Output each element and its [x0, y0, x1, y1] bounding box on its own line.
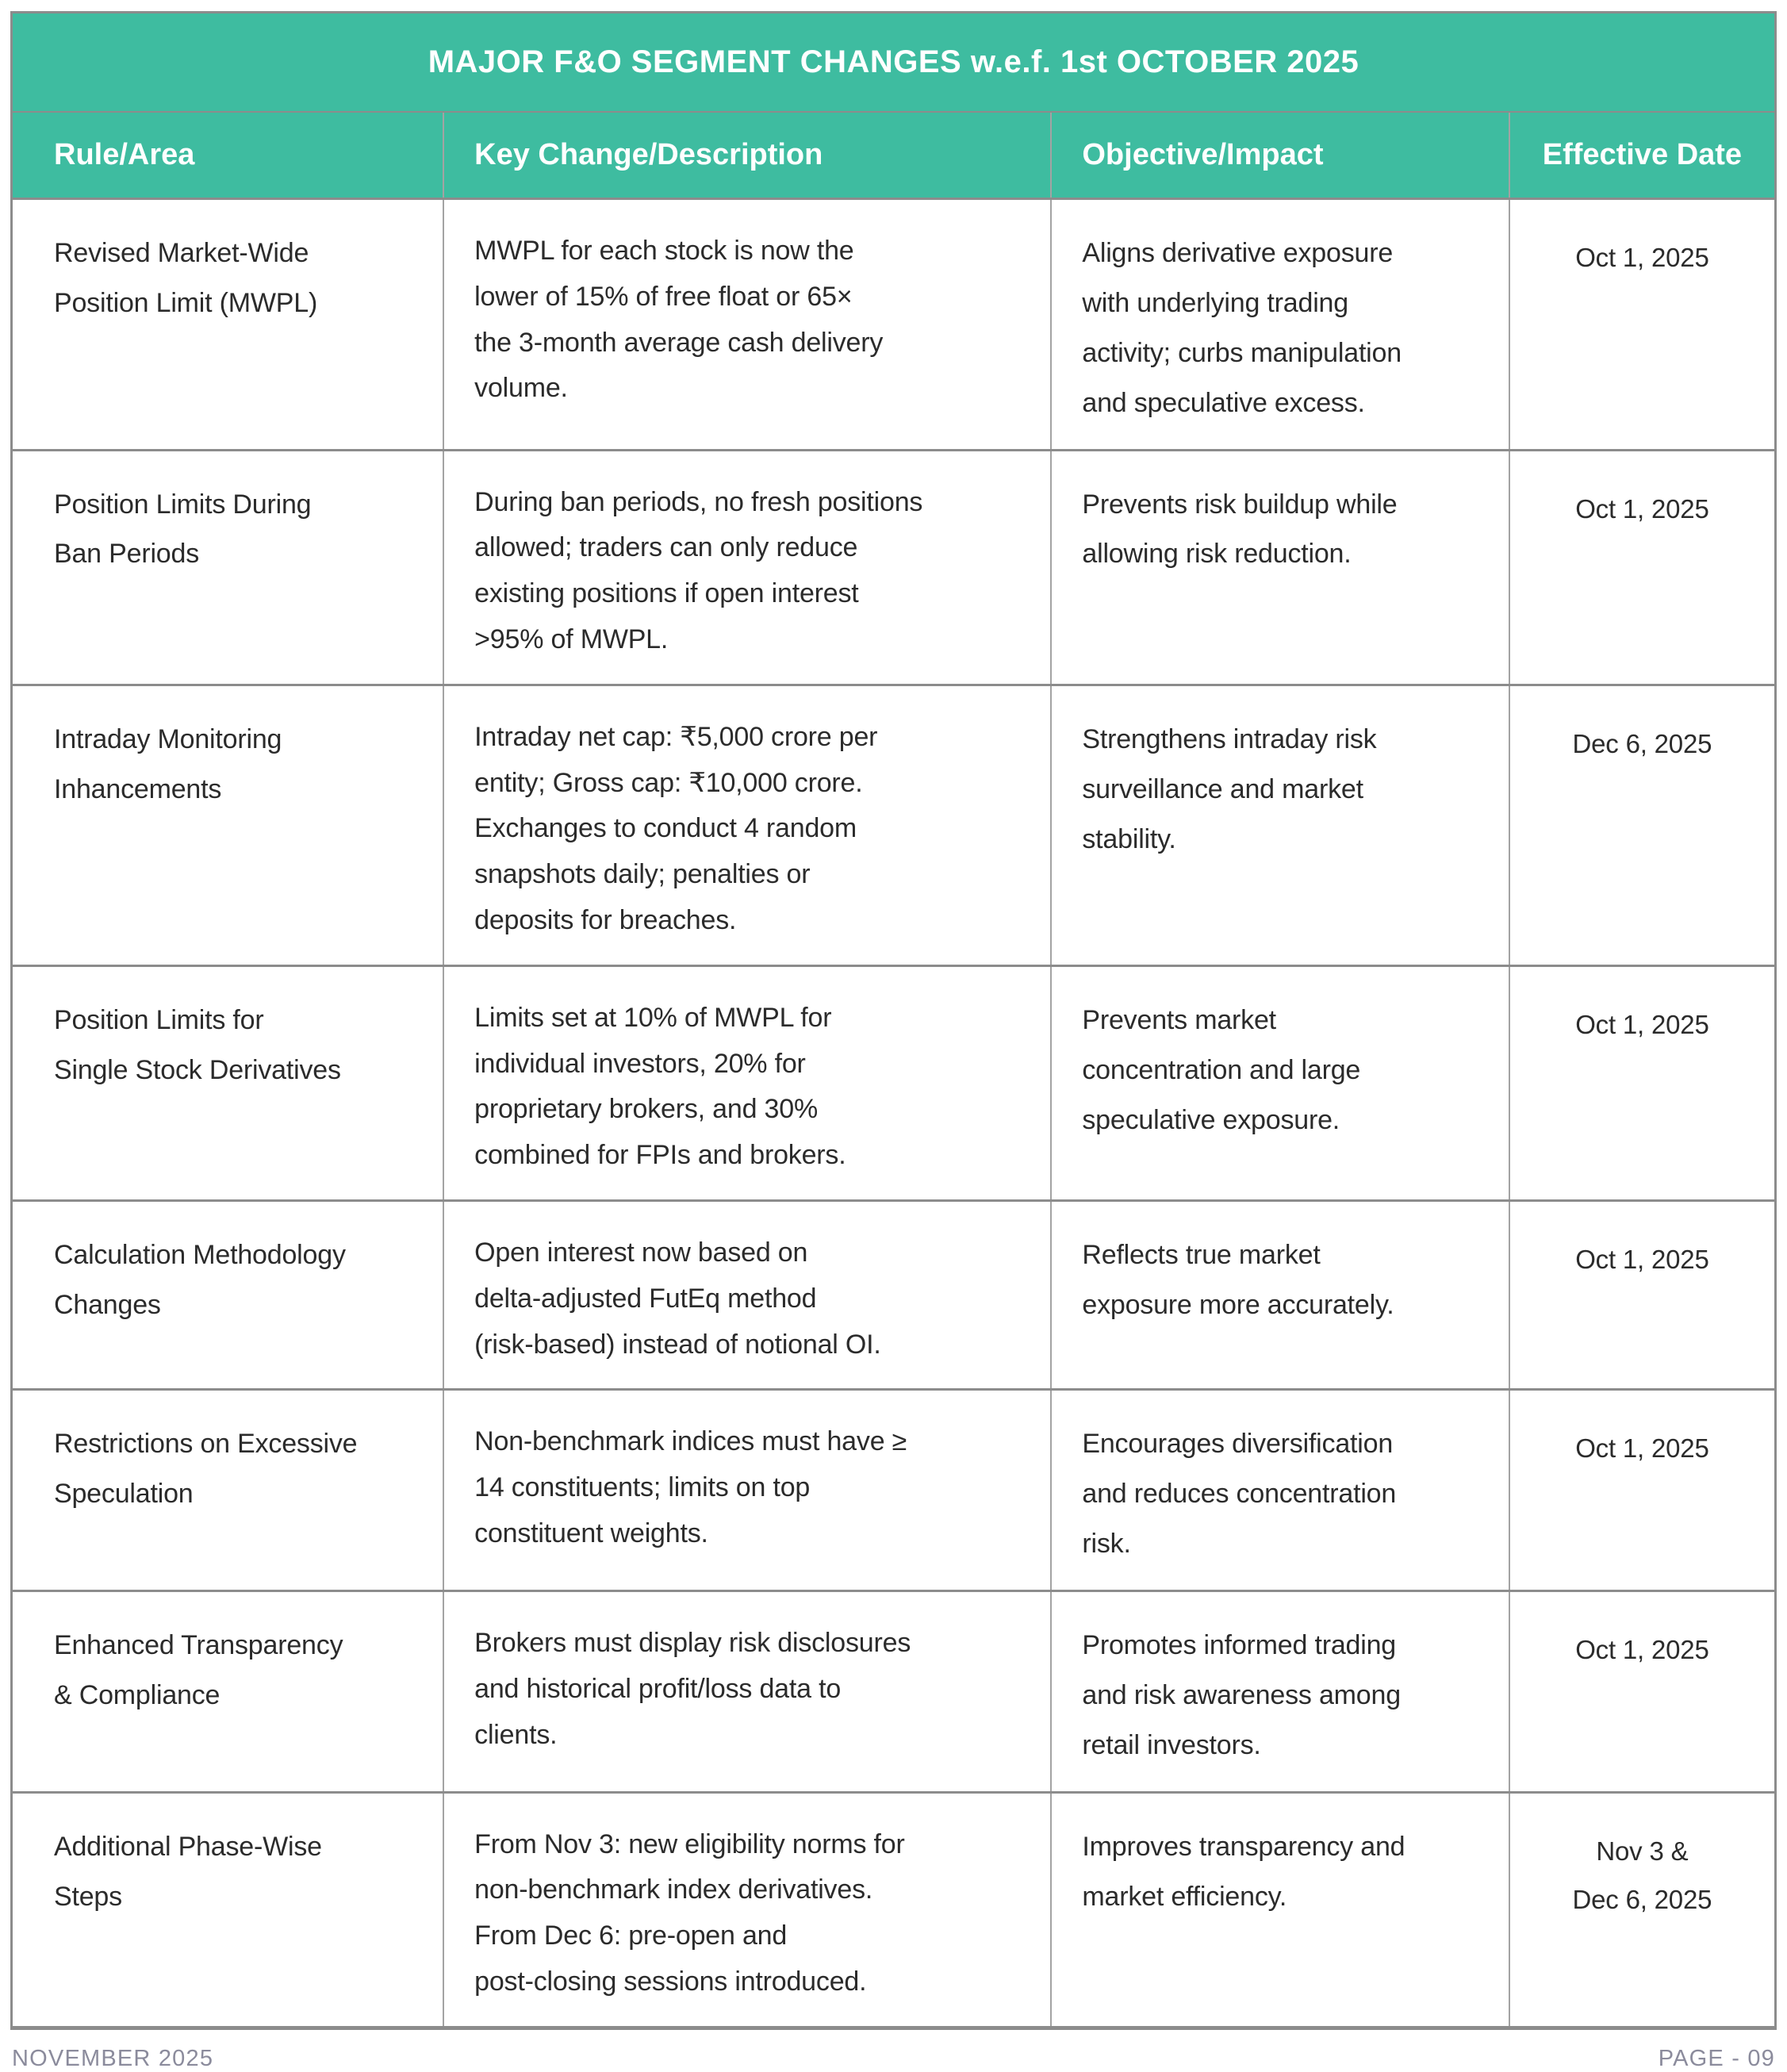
cell-key-change: From Nov 3: new eligibility norms for no…	[444, 1793, 1053, 2026]
cell-key-change: Intraday net cap: ₹5,000 crore per entit…	[444, 685, 1053, 965]
table-row: Restrictions on Excessive Speculation Non…	[13, 1388, 1774, 1590]
cell-rule-area: Additional Phase-Wise Steps	[13, 1793, 445, 2026]
table-row: Calculation Methodology Changes Open inte…	[13, 1199, 1774, 1389]
cell-effective-date: Oct 1, 2025	[1575, 243, 1709, 272]
cell-key-change: Open interest now based on delta-adjuste…	[444, 1201, 1053, 1389]
cell-effective-date: Oct 1, 2025	[1575, 1009, 1709, 1039]
cell-key-change: Brokers must display risk disclosures an…	[444, 1591, 1053, 1791]
column-header-effective-date: Effective Date	[1542, 138, 1743, 171]
table-row: Enhanced Transparency & Compliance Broker…	[13, 1589, 1774, 1791]
cell-objective-impact: Improves transparency and market efficie…	[1052, 1793, 1510, 2026]
cell-key-change: Limits set at 10% of MWPL for individual…	[444, 966, 1053, 1199]
cell-effective-date: Dec 6, 2025	[1572, 728, 1712, 758]
table-row: Position Limits During Ban Periods During…	[13, 448, 1774, 684]
table-title: MAJOR F&O SEGMENT CHANGES w.e.f. 1st OCT…	[13, 13, 1774, 113]
cell-rule-area: Intraday Monitoring Inhancements	[13, 685, 445, 965]
cell-objective-impact: Reflects true market exposure more accur…	[1052, 1201, 1510, 1389]
column-header-objective-impact: Objective/Impact	[1052, 113, 1510, 198]
cell-objective-impact: Strengthens intraday risk surveillance a…	[1052, 685, 1510, 965]
footer-page-number: PAGE - 09	[1658, 2045, 1775, 2071]
table-row: Revised Market-Wide Position Limit (MWPL…	[13, 200, 1774, 449]
cell-key-change: During ban periods, no fresh positions a…	[444, 451, 1053, 684]
table-row: Position Limits for Single Stock Derivat…	[13, 964, 1774, 1199]
cell-objective-impact: Prevents risk buildup while allowing ris…	[1052, 451, 1510, 684]
table-header-row: Rule/Area Key Change/Description Objecti…	[13, 113, 1774, 200]
cell-effective-date: Oct 1, 2025	[1575, 1634, 1709, 1664]
cell-rule-area: Revised Market-Wide Position Limit (MWPL…	[13, 200, 445, 449]
cell-objective-impact: Aligns derivative exposure with underlyi…	[1052, 200, 1510, 449]
cell-effective-date: Nov 3 & Dec 6, 2025	[1572, 1836, 1712, 1914]
cell-rule-area: Position Limits for Single Stock Derivat…	[13, 966, 445, 1199]
cell-rule-area: Restrictions on Excessive Speculation	[13, 1391, 445, 1590]
cell-objective-impact: Prevents market concentration and large …	[1052, 966, 1510, 1199]
column-header-key-change: Key Change/Description	[444, 113, 1053, 198]
cell-key-change: MWPL for each stock is now the lower of …	[444, 200, 1053, 449]
column-header-rule-area: Rule/Area	[13, 113, 445, 198]
cell-rule-area: Position Limits During Ban Periods	[13, 451, 445, 684]
cell-key-change: Non-benchmark indices must have ≥ 14 con…	[444, 1391, 1053, 1590]
footer-issue-date: NOVEMBER 2025	[12, 2045, 214, 2071]
cell-objective-impact: Encourages diversification and reduces c…	[1052, 1391, 1510, 1590]
cell-rule-area: Enhanced Transparency & Compliance	[13, 1591, 445, 1791]
cell-effective-date: Oct 1, 2025	[1575, 493, 1709, 524]
table-row: Additional Phase-Wise Steps From Nov 3: n…	[13, 1790, 1774, 2026]
page-footer: NOVEMBER 2025 PAGE - 09	[10, 2030, 1777, 2072]
table-row: Intraday Monitoring Inhancements Intraday…	[13, 683, 1774, 965]
fo-changes-table: MAJOR F&O SEGMENT CHANGES w.e.f. 1st OCT…	[10, 11, 1777, 2030]
cell-effective-date: Oct 1, 2025	[1575, 1244, 1709, 1274]
cell-effective-date: Oct 1, 2025	[1575, 1433, 1709, 1464]
cell-rule-area: Calculation Methodology Changes	[13, 1201, 445, 1389]
table-body: Revised Market-Wide Position Limit (MWPL…	[13, 200, 1774, 2026]
cell-objective-impact: Promotes informed trading and risk aware…	[1052, 1591, 1510, 1791]
